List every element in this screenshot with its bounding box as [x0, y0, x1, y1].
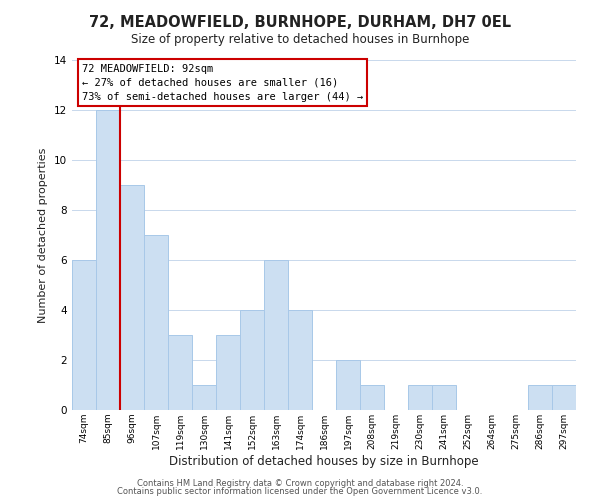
Bar: [336, 360, 360, 410]
Bar: [360, 385, 384, 410]
Bar: [240, 310, 264, 410]
Bar: [120, 185, 144, 410]
Text: Contains public sector information licensed under the Open Government Licence v3: Contains public sector information licen…: [118, 487, 482, 496]
Bar: [552, 385, 576, 410]
Bar: [168, 335, 192, 410]
Bar: [528, 385, 552, 410]
Bar: [72, 260, 96, 410]
Bar: [408, 385, 432, 410]
Bar: [144, 235, 168, 410]
Text: 72 MEADOWFIELD: 92sqm
← 27% of detached houses are smaller (16)
73% of semi-deta: 72 MEADOWFIELD: 92sqm ← 27% of detached …: [82, 64, 364, 102]
Bar: [288, 310, 312, 410]
Text: Size of property relative to detached houses in Burnhope: Size of property relative to detached ho…: [131, 32, 469, 46]
X-axis label: Distribution of detached houses by size in Burnhope: Distribution of detached houses by size …: [169, 454, 479, 468]
Bar: [264, 260, 288, 410]
Text: Contains HM Land Registry data © Crown copyright and database right 2024.: Contains HM Land Registry data © Crown c…: [137, 478, 463, 488]
Bar: [216, 335, 240, 410]
Bar: [96, 110, 120, 410]
Bar: [192, 385, 216, 410]
Text: 72, MEADOWFIELD, BURNHOPE, DURHAM, DH7 0EL: 72, MEADOWFIELD, BURNHOPE, DURHAM, DH7 0…: [89, 15, 511, 30]
Bar: [432, 385, 456, 410]
Y-axis label: Number of detached properties: Number of detached properties: [38, 148, 49, 322]
